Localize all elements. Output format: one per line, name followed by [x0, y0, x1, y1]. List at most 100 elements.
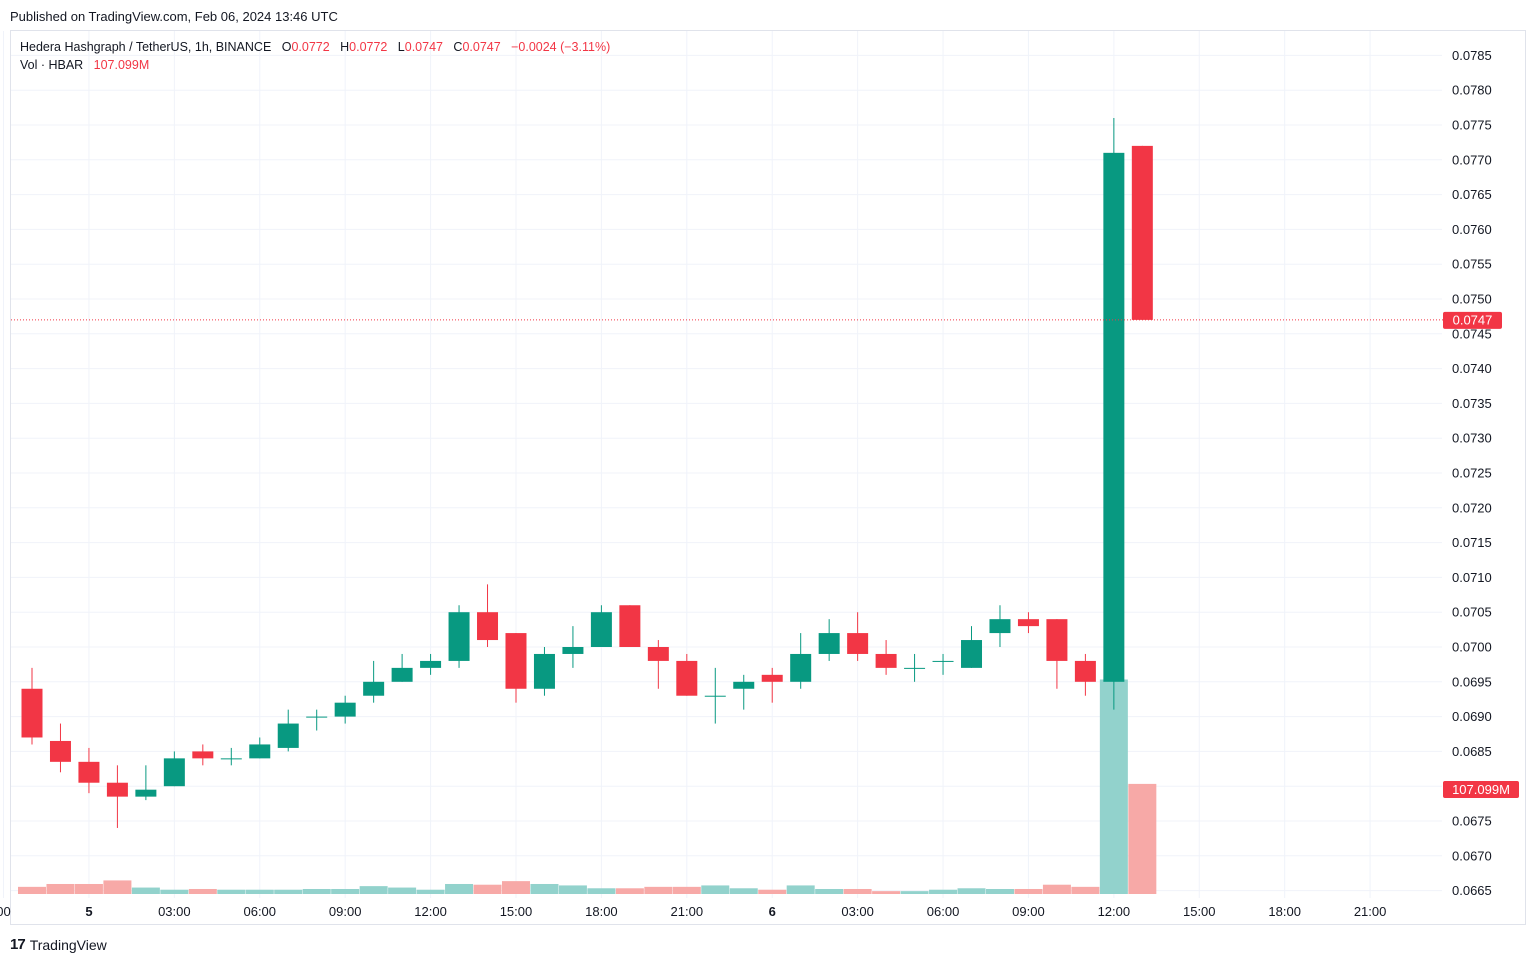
volume-bar	[18, 886, 46, 894]
price-axis: 0.06650.06700.06750.06800.06850.06900.06…	[1452, 48, 1492, 898]
volume-bar	[1071, 886, 1100, 894]
candle-body	[249, 744, 271, 759]
y-tick-label: 0.0770	[1452, 152, 1492, 167]
y-tick-label: 0.0785	[1452, 48, 1492, 63]
chart-frame[interactable]	[10, 30, 1526, 925]
last-price-badge	[1443, 311, 1502, 329]
candle-body	[192, 751, 214, 759]
candle-body	[619, 605, 641, 647]
y-tick-label: 0.0750	[1452, 292, 1492, 307]
legend-change: −0.0024 (−3.11%)	[511, 40, 611, 54]
last-price-label: 0.0747	[1453, 312, 1493, 327]
y-tick-label: 0.0760	[1452, 222, 1492, 237]
candle-body	[818, 633, 840, 654]
legend-open-label: O	[281, 40, 292, 54]
candle-body	[761, 674, 783, 682]
time-axis: 00 5 03:00 06:00 09:00 12:00 15:00 18:00 21:00 6 0…	[0, 904, 1386, 919]
legend-low-label: L	[397, 40, 405, 54]
x-tick-label: 21:00	[671, 904, 704, 919]
legend-high-label: H	[340, 40, 350, 54]
volume-bar	[900, 891, 929, 894]
candle-body	[647, 647, 669, 661]
volume-bar	[1014, 888, 1043, 894]
volume-bar	[217, 889, 246, 894]
candle-body	[847, 633, 869, 654]
volume-bar	[701, 885, 730, 894]
volume-bar	[644, 886, 673, 894]
candle-body	[220, 758, 242, 760]
volume-bar	[872, 891, 901, 894]
legend-volume: 107.099M	[93, 58, 150, 72]
volume-bar	[729, 888, 758, 894]
x-tick-label: 12:00	[1098, 904, 1131, 919]
y-tick-label: 0.0755	[1452, 257, 1492, 272]
x-tick-label: 03:00	[158, 904, 191, 919]
legend-volume-row: Vol · HBAR 107.099M	[20, 56, 610, 74]
candle-body	[932, 660, 954, 662]
candles	[21, 118, 1153, 828]
volume-bar	[473, 884, 502, 894]
candle-body	[1046, 619, 1068, 661]
x-tick-label: 18:00	[1268, 904, 1301, 919]
x-tick-label: 18:00	[585, 904, 618, 919]
footer-brand[interactable]: 17 TradingView	[10, 936, 107, 953]
y-tick-label: 0.0695	[1452, 674, 1492, 689]
x-tick-label: 06:00	[927, 904, 960, 919]
legend-open: 0.0772	[291, 40, 330, 54]
y-tick-label: 0.0710	[1452, 570, 1492, 585]
price-markers: 0.0747 107.099M	[11, 311, 1519, 798]
volume-bar	[815, 888, 844, 894]
candle-body	[904, 667, 926, 669]
candle-body	[135, 789, 157, 797]
volume-bar	[103, 880, 132, 894]
candle-body	[790, 653, 812, 682]
y-tick-label: 0.0725	[1452, 466, 1492, 481]
candle-body	[505, 633, 527, 689]
candle-body	[1074, 660, 1096, 682]
candle-body	[477, 612, 499, 641]
candle-body	[106, 782, 128, 797]
volume-bar	[302, 888, 331, 894]
y-tick-label: 0.0730	[1452, 431, 1492, 446]
candle-body	[163, 758, 185, 787]
y-tick-label: 0.0765	[1452, 187, 1492, 202]
candle-body	[989, 619, 1011, 634]
candle-body	[533, 653, 555, 689]
volume-bar	[131, 887, 160, 894]
volume-bar	[530, 883, 559, 894]
candle-body	[49, 740, 71, 762]
volume-bar	[274, 889, 303, 894]
x-tick-label: 09:00	[329, 904, 362, 919]
volume-bar	[388, 887, 417, 894]
candle-body	[448, 612, 470, 661]
volume-bar	[160, 889, 189, 894]
volume-badge	[1443, 781, 1519, 798]
y-tick-label: 0.0675	[1452, 814, 1492, 829]
volume-bar	[416, 889, 445, 894]
y-tick-label: 0.0665	[1452, 883, 1492, 898]
volume-bar	[957, 888, 986, 894]
volume-bars	[18, 679, 1157, 894]
candle-body	[306, 716, 328, 718]
volume-bar	[672, 886, 701, 894]
volume-bar	[615, 888, 644, 894]
tradingview-logo-icon: 17	[10, 936, 26, 953]
footer-brand-name: TradingView	[29, 936, 107, 953]
volume-bar	[985, 888, 1014, 894]
volume-bar	[331, 888, 360, 894]
y-tick-label: 0.0685	[1452, 744, 1492, 759]
volume-bar	[786, 885, 815, 894]
volume-bar	[245, 889, 274, 894]
x-tick-label: 15:00	[500, 904, 533, 919]
volume-bar	[501, 881, 530, 894]
y-tick-label: 0.0775	[1452, 118, 1492, 133]
y-tick-label: 0.0690	[1452, 709, 1492, 724]
volume-bar	[74, 883, 103, 894]
volume-bar	[929, 889, 958, 894]
x-tick-label: 06:00	[243, 904, 276, 919]
volume-bar	[1042, 884, 1071, 894]
volume-bar	[46, 883, 75, 894]
candle-body	[391, 667, 413, 682]
candle-body	[562, 647, 584, 654]
